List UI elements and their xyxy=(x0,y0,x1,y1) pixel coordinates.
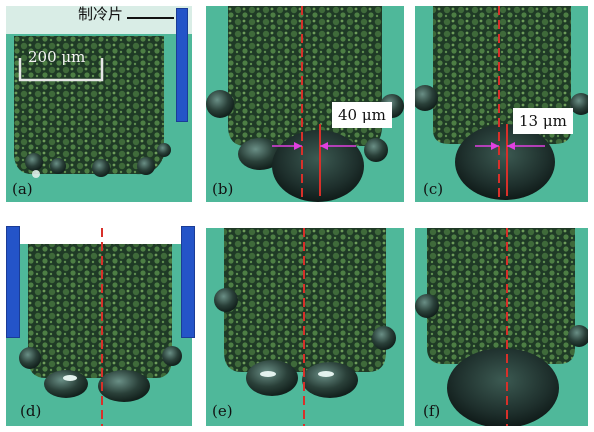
droplet xyxy=(570,93,588,115)
droplet xyxy=(246,360,298,396)
panel-e-image xyxy=(206,228,404,426)
panel-label-f: (f) xyxy=(423,402,441,420)
droplet xyxy=(214,288,238,312)
panel-label-a: (a) xyxy=(12,180,33,198)
droplet xyxy=(98,370,150,402)
droplet xyxy=(25,153,43,171)
panel-label-e: (e) xyxy=(212,402,233,420)
panel-e: (e) xyxy=(206,228,404,426)
droplet xyxy=(372,326,396,350)
droplet xyxy=(568,325,588,347)
large-droplet xyxy=(272,130,364,202)
droplet xyxy=(137,157,155,175)
panel-d-image xyxy=(6,228,192,426)
arrowhead xyxy=(507,142,515,150)
panel-c-image xyxy=(415,6,588,202)
droplet xyxy=(92,159,110,177)
droplet-highlight xyxy=(32,170,40,178)
droplet xyxy=(206,90,234,118)
cooler-plate xyxy=(181,226,195,338)
droplet xyxy=(50,158,66,174)
arrowhead xyxy=(294,142,302,150)
arrowhead xyxy=(491,142,499,150)
droplet xyxy=(415,85,438,111)
panel-a: 200 μm (a) xyxy=(6,6,192,202)
droplet-highlight xyxy=(260,371,276,377)
droplet xyxy=(19,347,41,369)
droplet xyxy=(44,370,88,398)
large-droplet xyxy=(447,348,559,426)
panel-a-image xyxy=(6,6,192,202)
droplet xyxy=(302,362,358,398)
panel-f: (f) xyxy=(415,228,588,426)
droplet xyxy=(415,294,439,318)
panel-d: (d) xyxy=(6,228,192,426)
droplet xyxy=(162,346,182,366)
scale-bar xyxy=(18,58,104,82)
droplet-highlight xyxy=(63,375,77,381)
panel-c: 13 μm (c) xyxy=(415,6,588,202)
large-droplet xyxy=(455,124,555,200)
callout-leader-line xyxy=(127,17,174,19)
panel-b: 40 μm (b) xyxy=(206,6,404,202)
panel-label-c: (c) xyxy=(423,180,444,198)
panel-label-d: (d) xyxy=(20,402,42,420)
droplet xyxy=(364,138,388,162)
panel-label-b: (b) xyxy=(212,180,234,198)
droplet-highlight xyxy=(318,371,334,377)
cooler-plate xyxy=(6,226,20,338)
arrowhead xyxy=(320,142,328,150)
scale-bar-label: 200 μm xyxy=(28,48,86,66)
panel-f-image xyxy=(415,228,588,426)
cooler-callout-label: 制冷片 xyxy=(78,5,124,23)
panel-b-image xyxy=(206,6,404,202)
gap-label-c: 13 μm xyxy=(513,108,573,134)
droplet xyxy=(157,143,171,157)
cooler-plate xyxy=(176,8,188,122)
gap-label-b: 40 μm xyxy=(332,102,392,128)
droplet xyxy=(238,138,282,170)
